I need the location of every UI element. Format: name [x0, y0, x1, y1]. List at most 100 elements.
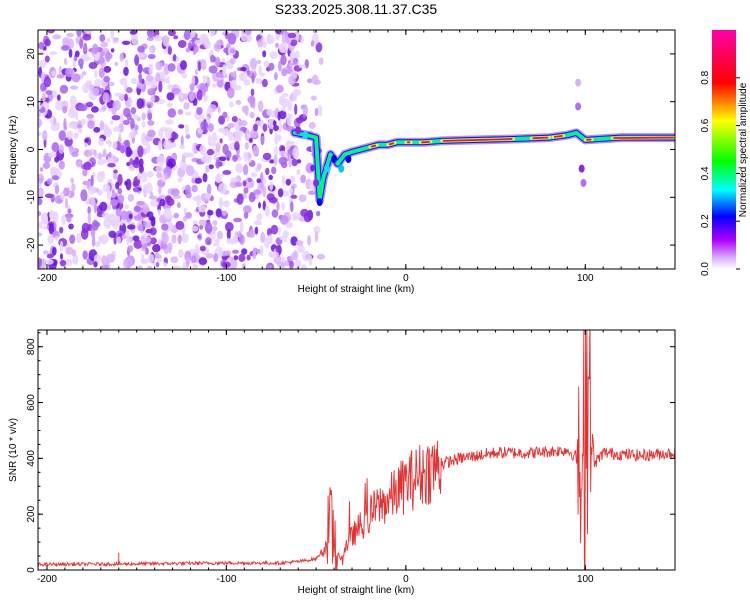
noise-blob — [281, 174, 286, 186]
noise-blob — [120, 112, 124, 124]
noise-blob — [252, 249, 257, 260]
noise-blob — [194, 68, 199, 76]
noise-blob — [210, 141, 217, 147]
colorbar-label: Normalized spectral amplitude — [738, 82, 749, 217]
noise-blob — [119, 220, 124, 226]
noise-blob — [51, 175, 60, 181]
noise-blob — [141, 132, 146, 142]
noise-blob — [276, 84, 284, 93]
noise-blob — [114, 92, 123, 97]
signal-blob — [331, 155, 338, 164]
noise-blob — [137, 265, 143, 269]
noise-blob — [194, 243, 199, 255]
noise-blob — [147, 88, 154, 95]
noise-blob — [213, 41, 222, 52]
noise-blob — [68, 223, 74, 230]
noise-blob — [199, 224, 204, 230]
noise-blob — [132, 158, 141, 169]
noise-blob — [153, 262, 156, 267]
noise-blob — [230, 177, 239, 183]
noise-blob — [83, 43, 87, 53]
noise-blob — [66, 130, 73, 140]
noise-blob — [111, 115, 121, 121]
noise-blob — [38, 221, 43, 229]
noise-blob — [101, 255, 108, 266]
noise-blob — [262, 177, 267, 186]
noise-blob — [308, 122, 316, 129]
noise-blob — [38, 257, 43, 268]
noise-blob — [145, 247, 149, 255]
noise-blob — [196, 89, 203, 101]
noise-blob — [62, 37, 70, 46]
noise-blob — [113, 169, 118, 174]
signal-peak-band — [442, 138, 513, 142]
noise-blob — [107, 163, 116, 168]
noise-blob — [213, 155, 218, 160]
noise-blob — [240, 67, 247, 72]
noise-blob — [69, 95, 77, 108]
noise-blob — [242, 263, 247, 269]
noise-blob — [222, 64, 227, 77]
noise-blob — [224, 221, 234, 232]
noise-blob — [185, 212, 192, 219]
noise-blob — [98, 235, 103, 244]
noise-blob — [268, 174, 274, 181]
noise-blob — [136, 200, 146, 206]
noise-blob — [169, 142, 177, 149]
noise-blob — [290, 194, 298, 199]
noise-blob — [253, 123, 258, 132]
noise-blob — [92, 88, 100, 96]
noise-blob — [43, 76, 52, 88]
noise-blob — [90, 174, 94, 187]
noise-blob — [142, 220, 147, 228]
noise-blob — [171, 87, 181, 95]
noise-blob — [64, 67, 74, 78]
noise-blob — [227, 32, 237, 45]
noise-blob — [194, 45, 199, 53]
noise-blob — [297, 244, 305, 254]
noise-blob — [86, 113, 94, 119]
noise-blob — [172, 265, 182, 269]
noise-blob — [83, 149, 93, 158]
noise-speckle — [38, 30, 325, 269]
noise-blob — [105, 203, 111, 211]
x-tick-label: 100 — [577, 273, 594, 284]
noise-blob — [234, 141, 240, 151]
noise-blob — [149, 46, 153, 53]
noise-blob — [209, 229, 216, 241]
noise-blob — [232, 136, 242, 143]
noise-blob — [46, 253, 54, 259]
noise-blob — [177, 234, 182, 245]
noise-blob — [205, 253, 214, 259]
noise-blob — [192, 263, 198, 269]
noise-blob — [278, 60, 282, 72]
noise-blob — [167, 46, 172, 55]
noise-blob — [285, 140, 291, 150]
noise-blob — [273, 125, 279, 132]
noise-blob — [264, 237, 270, 249]
noise-blob — [142, 184, 148, 196]
noise-blob — [101, 212, 110, 219]
noise-blob — [197, 234, 202, 239]
signal-blob — [316, 198, 323, 207]
noise-blob — [227, 87, 235, 99]
noise-blob — [119, 144, 126, 154]
signal-blob — [575, 102, 582, 111]
noise-blob — [277, 226, 281, 236]
noise-blob — [133, 187, 140, 193]
noise-blob — [133, 239, 143, 249]
noise-blob — [287, 255, 294, 262]
noise-blob — [312, 30, 317, 34]
noise-blob — [310, 95, 317, 101]
signal-blob — [313, 178, 320, 187]
noise-blob — [61, 214, 66, 225]
noise-blob — [117, 194, 125, 204]
y-tick-label: 200 — [26, 505, 37, 522]
noise-blob — [204, 222, 213, 234]
noise-blob — [93, 261, 98, 268]
noise-blob — [311, 74, 319, 85]
noise-blob — [192, 196, 202, 202]
noise-blob — [203, 94, 208, 103]
noise-blob — [289, 187, 294, 194]
